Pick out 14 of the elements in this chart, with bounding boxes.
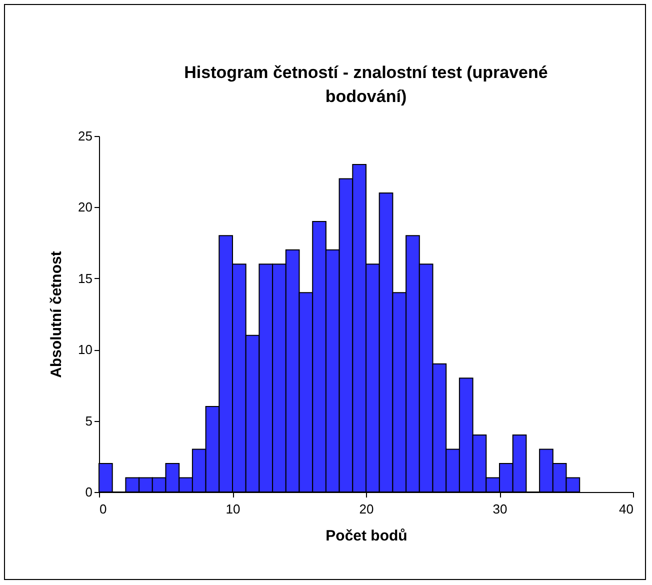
y-tick-label: 25 <box>78 128 92 144</box>
chart-title: Histogram četností - znalostní test (upravené bodování) <box>184 63 548 106</box>
y-tick-label: 15 <box>78 270 92 286</box>
y-tick-label: 0 <box>85 484 92 500</box>
x-tick-label: 40 <box>619 502 634 516</box>
x-axis-title: Počet bodů <box>326 528 408 544</box>
x-tick-label: 10 <box>226 502 240 516</box>
y-axis-title: Absolutní četnost <box>48 251 66 378</box>
y-tick-label: 5 <box>85 413 92 428</box>
y-tick-label: 10 <box>78 342 92 358</box>
y-tick-label: 20 <box>78 200 92 215</box>
x-tick-label: 20 <box>359 502 374 516</box>
x-tick-label: 30 <box>492 502 508 516</box>
x-tick-label: 0 <box>100 502 107 516</box>
